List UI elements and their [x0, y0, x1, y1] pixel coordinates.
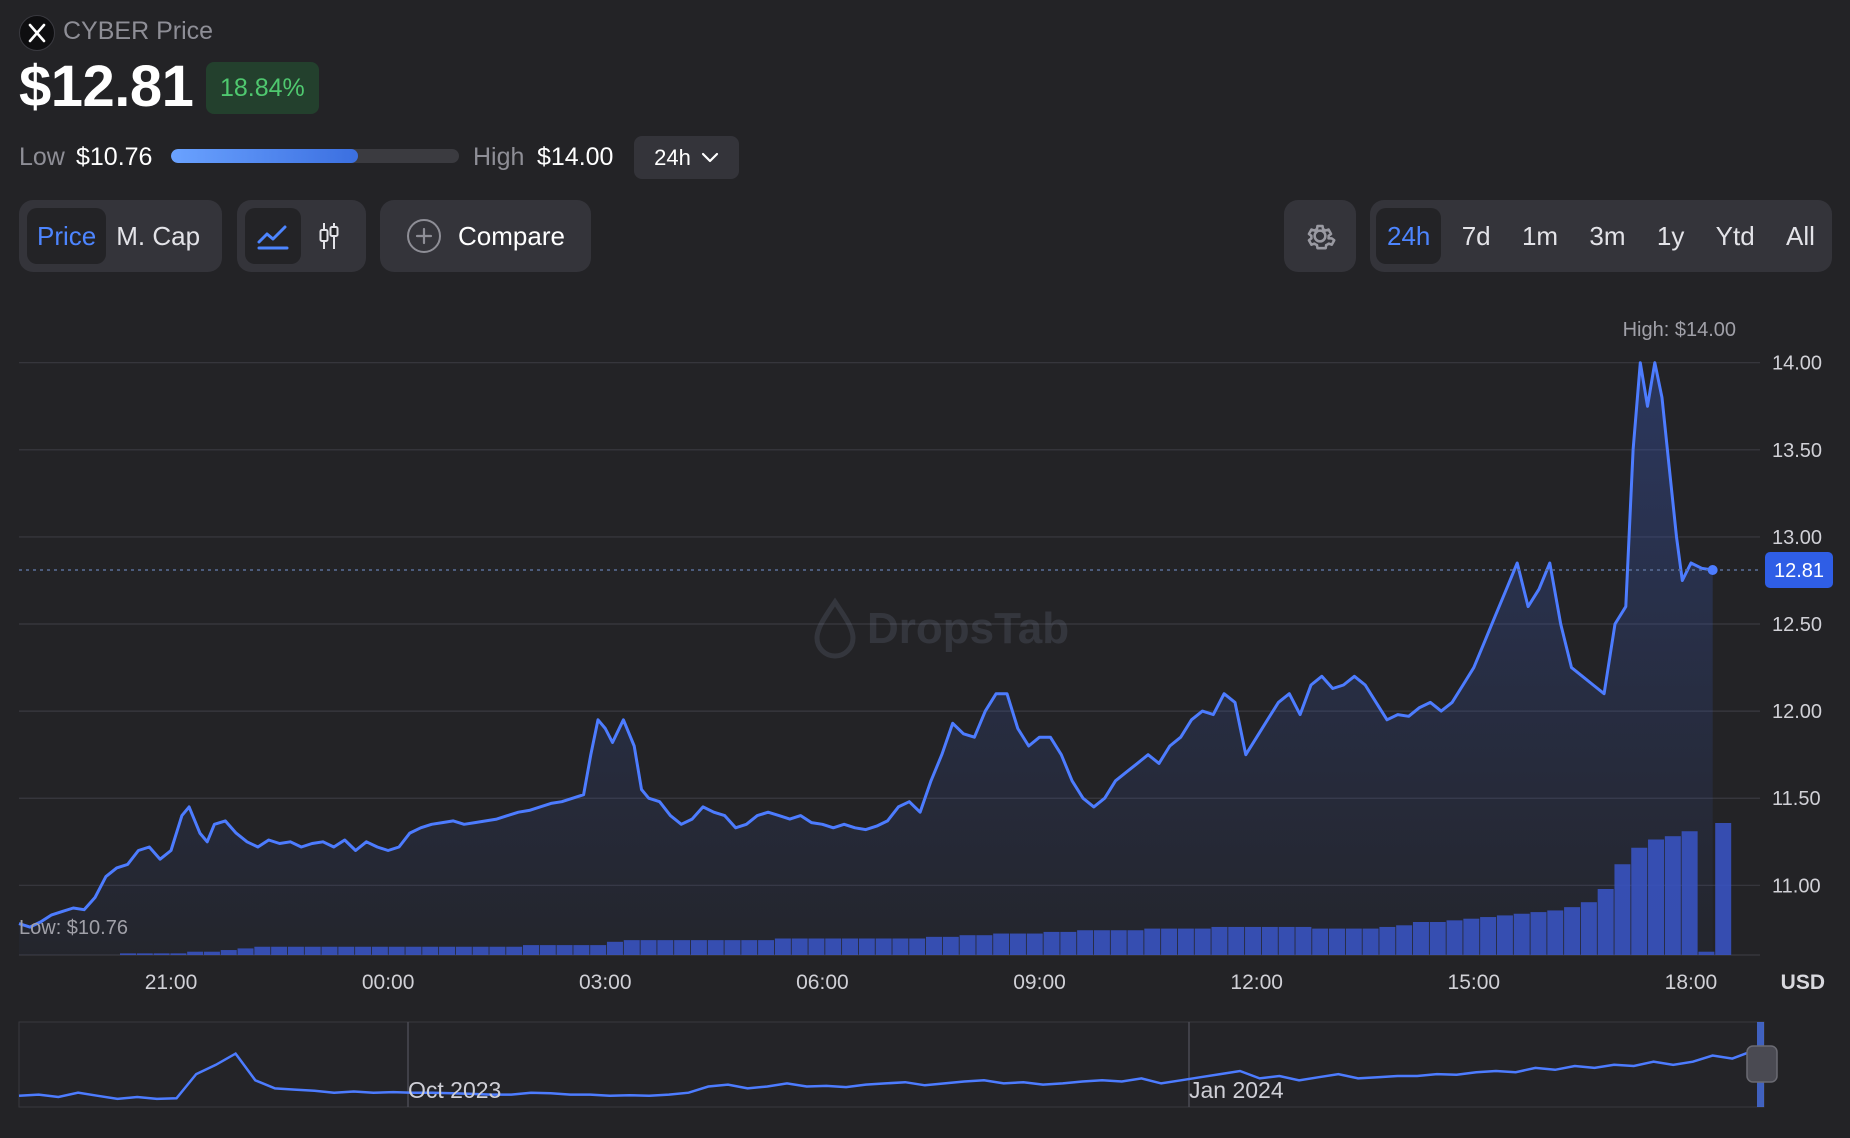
y-axis-labels: 11.00 11.50 12.00 12.50 13.00 13.50 14.00 — [1772, 353, 1822, 898]
price-range-fill — [171, 149, 359, 163]
navigator-label-oct-2023: Oct 2023 — [408, 1077, 501, 1103]
plus-circle-icon — [407, 219, 442, 253]
x-tick-label: 12:00 — [1230, 971, 1283, 994]
low-label: Low — [19, 143, 65, 171]
y-tick-label: 11.50 — [1772, 788, 1821, 810]
range-7d[interactable]: 7d — [1461, 220, 1491, 251]
y-tick-label: 13.50 — [1772, 440, 1822, 462]
current-price: $12.81 — [19, 54, 194, 119]
price-change-badge: 18.84% — [206, 62, 319, 114]
metric-tabs: Price M. Cap — [19, 200, 222, 272]
x-tick-label: 18:00 — [1665, 971, 1718, 994]
range-period-value: 24h — [654, 144, 691, 170]
watermark-text: DropsTab — [867, 604, 1069, 653]
navigator-handle[interactable] — [1746, 1045, 1778, 1083]
volume-bar — [1715, 823, 1732, 955]
x-axis-labels: 21:00 00:00 03:00 06:00 09:00 12:00 15:00 18:00 — [145, 971, 1718, 994]
gear-icon — [1307, 224, 1336, 250]
x-tick-label: 06:00 — [796, 971, 849, 994]
current-price-tag: 12.81 — [1765, 552, 1833, 589]
price-chart[interactable]: DropsTab 12.81 High: $14.00 Low: $10.76 … — [0, 300, 1850, 1020]
range-all[interactable]: All — [1786, 220, 1815, 251]
y-tick-label: 11.00 — [1772, 875, 1821, 897]
range-1m[interactable]: 1m — [1521, 220, 1559, 251]
y-tick-label: 13.00 — [1772, 527, 1822, 549]
low-value: $10.76 — [76, 143, 153, 171]
range-1y[interactable]: 1y — [1656, 220, 1685, 251]
navigator-line — [18, 1050, 1753, 1101]
compare-button[interactable]: Compare — [380, 200, 591, 272]
high-annotation: High: $14.00 — [1623, 319, 1736, 341]
x-tick-label: 15:00 — [1448, 971, 1501, 994]
coin-title: CYBER Price — [63, 17, 214, 45]
candlestick-icon — [319, 223, 339, 249]
chevron-down-icon — [701, 152, 718, 162]
y-tick-label: 12.50 — [1772, 614, 1822, 636]
tab-price[interactable]: Price — [27, 208, 107, 264]
range-period-select[interactable]: 24h — [634, 136, 739, 179]
dropstab-watermark: DropsTab — [814, 597, 1069, 659]
currency-unit-label: USD — [1781, 971, 1825, 994]
range-24h[interactable]: 24h — [1376, 208, 1442, 264]
low-annotation: Low: $10.76 — [19, 917, 128, 939]
x-tick-label: 00:00 — [362, 971, 415, 994]
compare-label: Compare — [458, 220, 565, 251]
price-area — [19, 362, 1713, 955]
price-line — [18, 361, 1713, 929]
coin-logo-icon — [19, 15, 55, 51]
settings-button[interactable] — [1284, 200, 1356, 272]
x-tick-label: 09:00 — [1013, 971, 1066, 994]
candlestick-chart-button[interactable] — [301, 208, 357, 264]
current-price-dot — [1707, 565, 1718, 576]
y-tick-label: 14.00 — [1772, 353, 1822, 375]
time-range-tabs: 24h 7d 1m 3m 1y Ytd All — [1370, 200, 1832, 272]
x-tick-label: 03:00 — [579, 971, 632, 994]
current-price-label: 12.81 — [1774, 560, 1824, 582]
tab-market-cap[interactable]: M. Cap — [116, 220, 201, 251]
price-range-bar — [171, 149, 459, 163]
range-3m[interactable]: 3m — [1589, 220, 1626, 251]
chart-navigator[interactable]: Oct 2023 Jan 2024 — [0, 1015, 1850, 1138]
navigator-label-jan-2024: Jan 2024 — [1189, 1077, 1284, 1103]
chart-type-tabs — [237, 200, 366, 272]
high-value: $14.00 — [537, 143, 614, 171]
range-ytd[interactable]: Ytd — [1715, 220, 1755, 251]
navigator-background — [18, 1021, 1765, 1108]
high-label: High — [473, 143, 525, 171]
x-tick-label: 21:00 — [145, 971, 198, 994]
line-chart-button[interactable] — [245, 208, 301, 264]
line-chart-icon — [257, 225, 289, 250]
y-tick-label: 12.00 — [1772, 701, 1822, 723]
